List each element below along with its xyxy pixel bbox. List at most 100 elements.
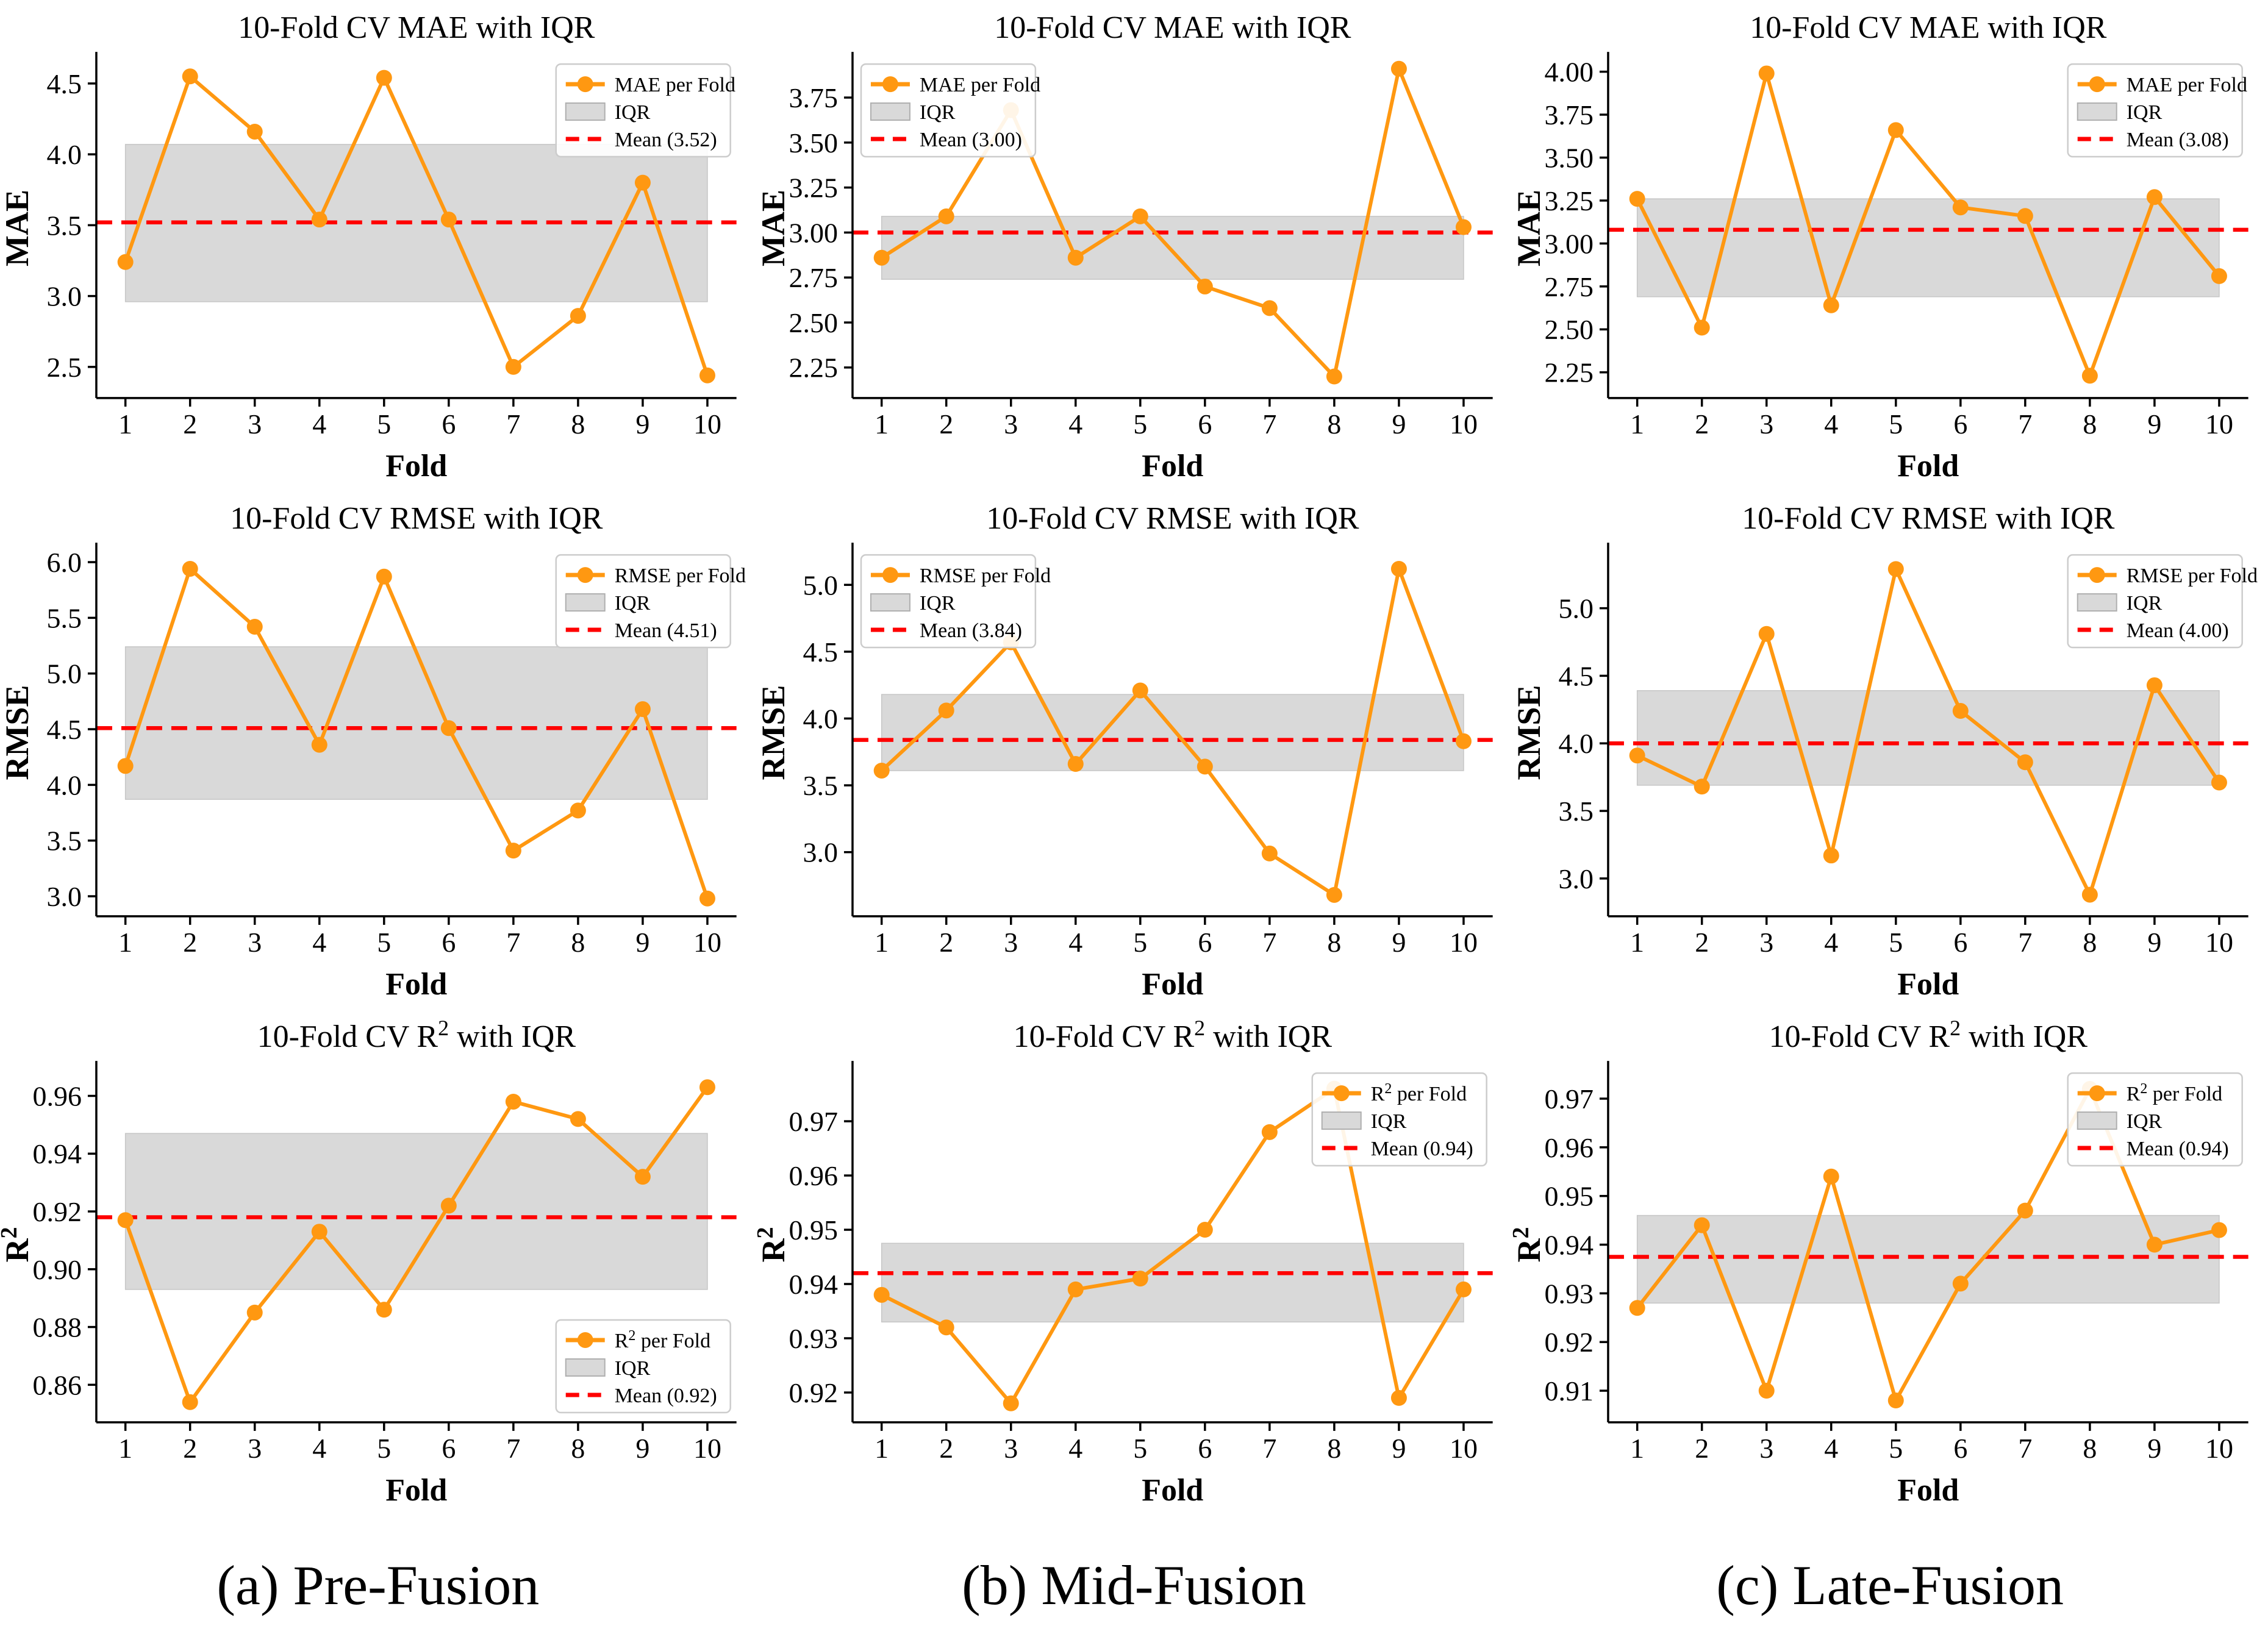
x-tick-label: 5 [1889, 927, 1903, 958]
data-point-fold-7 [1261, 845, 1278, 861]
legend-label: IQR [2127, 592, 2162, 615]
data-point-fold-9 [634, 174, 651, 191]
y-axis-label: R2 [1512, 1227, 1547, 1263]
x-tick-label: 6 [1954, 408, 1968, 440]
chart-pre-fusion-r2: 1 2 3 4 5 6 7 8 9 10 0.86 0.88 0.90 0.92 0.94 0.96 10-Fo… [0, 1009, 756, 1515]
x-tick-label: 7 [506, 1433, 520, 1464]
x-tick-label: 5 [1889, 1433, 1903, 1464]
legend-label: MAE per Fold [920, 74, 1040, 96]
y-axis-label: MAE [1512, 190, 1547, 266]
data-point-fold-4 [1823, 297, 1840, 313]
legend-label: IQR [615, 592, 651, 615]
y-tick-label: 4.0 [46, 769, 81, 801]
x-tick-label: 4 [312, 927, 326, 958]
legend-series-marker [882, 76, 898, 93]
caption-late-fusion: (c) Late-Fusion [1716, 1554, 2064, 1616]
x-tick-label: 8 [1327, 1433, 1341, 1464]
y-tick-label: 0.95 [1545, 1181, 1594, 1212]
x-tick-label: 10 [693, 408, 721, 440]
legend-label: RMSE per Fold [615, 565, 746, 587]
caption-pre-fusion: (a) Pre-Fusion [216, 1554, 540, 1616]
chart-svg-late-fusion-r2: 1 2 3 4 5 6 7 8 9 10 0.91 0.92 0.93 0.94 0.95 0.96 0.97 1… [1512, 1016, 2248, 1508]
data-point-fold-4 [311, 736, 327, 753]
chart-svg-pre-fusion-mae: 1 2 3 4 5 6 7 8 9 10 2.5 3.0 3.5 4.0 4.5 10-Fold CV MAE… [0, 10, 737, 483]
data-point-fold-1 [117, 758, 134, 774]
caption-mid-fusion: (b) Mid-Fusion [962, 1554, 1306, 1616]
y-tick-label: 3.50 [1545, 142, 1594, 173]
x-tick-label: 7 [1262, 1433, 1276, 1464]
y-axis-label: RMSE [1512, 685, 1547, 780]
data-point-fold-9 [2147, 1236, 2163, 1253]
data-point-fold-8 [570, 308, 586, 324]
x-tick-label: 10 [2205, 1433, 2233, 1464]
y-tick-label: 5.0 [46, 658, 81, 690]
x-tick-label: 8 [571, 927, 585, 958]
legend-label: Mean (3.08) [2127, 129, 2229, 151]
legend-iqr-patch [2077, 593, 2118, 612]
chart-title: 10-Fold CV MAE with IQR [1750, 10, 2108, 45]
x-tick-label: 8 [1327, 927, 1341, 958]
x-tick-label: 6 [442, 1433, 456, 1464]
data-point-fold-4 [1067, 1281, 1084, 1297]
x-tick-label: 7 [2019, 408, 2033, 440]
legend: MAE per Fold IQR Mean (3.08) [2067, 63, 2247, 158]
iqr-band [881, 216, 1464, 280]
data-point-fold-6 [440, 212, 457, 228]
data-point-fold-9 [634, 1169, 651, 1185]
x-tick-label: 10 [693, 1433, 721, 1464]
data-point-fold-4 [1823, 847, 1840, 864]
x-tick-label: 1 [875, 1433, 889, 1464]
chart-mid-fusion-mae: 1 2 3 4 5 6 7 8 9 10 2.25 2.50 2.75 3.00 3.25 3.50 3.75 1… [756, 0, 1512, 491]
y-axis-label: R2 [0, 1227, 35, 1263]
data-point-fold-2 [182, 68, 198, 85]
data-point-fold-3 [1759, 626, 1775, 642]
series-line [880, 1086, 1465, 1405]
data-point-fold-7 [505, 1093, 521, 1110]
legend-label: Mean (4.00) [2127, 619, 2229, 642]
y-tick-label: 3.5 [46, 210, 81, 241]
legend-iqr-patch [2077, 1111, 2118, 1130]
legend-box [2067, 554, 2244, 649]
legend-label: IQR [615, 101, 651, 124]
legend-iqr-patch [870, 593, 910, 612]
data-point-fold-1 [1629, 747, 1645, 764]
x-tick-label: 9 [635, 408, 649, 440]
x-axis-label: Fold [1142, 449, 1203, 483]
data-point-fold-6 [1197, 1222, 1213, 1238]
data-point-fold-4 [311, 212, 327, 228]
x-tick-label: 2 [183, 408, 197, 440]
x-tick-label: 5 [377, 1433, 391, 1464]
data-point-fold-10 [699, 367, 715, 383]
data-point-fold-7 [505, 843, 521, 859]
y-tick-label: 2.25 [1545, 357, 1594, 388]
legend-series-marker [1333, 1085, 1350, 1102]
y-axis-label: RMSE [756, 685, 792, 780]
y-tick-label: 0.92 [1545, 1327, 1594, 1358]
data-point-fold-10 [699, 1079, 715, 1096]
y-tick-label: 2.75 [1545, 271, 1594, 302]
chart-svg-mid-fusion-rmse: 1 2 3 4 5 6 7 8 9 10 3.0 3.5 4.0 4.5 5.0 10-Fold CV RMS… [756, 501, 1493, 1002]
data-point-fold-6 [1197, 278, 1213, 294]
legend-label: RMSE per Fold [2127, 565, 2258, 587]
x-tick-label: 2 [939, 1433, 953, 1464]
data-point-fold-1 [1629, 1300, 1645, 1316]
legend-iqr-patch [870, 102, 910, 121]
y-tick-label: 4.5 [1559, 660, 1594, 691]
series-line [880, 566, 1465, 897]
legend-label: Mean (0.92) [615, 1385, 717, 1407]
x-tick-label: 2 [939, 408, 953, 440]
data-point-fold-9 [634, 701, 651, 718]
legend-label: R2 per Fold [615, 1328, 710, 1352]
x-tick-label: 1 [118, 1433, 132, 1464]
x-tick-label: 3 [1004, 927, 1018, 958]
data-point-fold-7 [2017, 1202, 2034, 1219]
data-point-fold-7 [1261, 1124, 1278, 1140]
legend-iqr-patch [1321, 1111, 1362, 1130]
x-tick-label: 4 [1068, 408, 1082, 440]
data-point-fold-9 [1390, 560, 1407, 577]
y-tick-label: 0.93 [1545, 1278, 1594, 1309]
x-tick-label: 9 [635, 1433, 649, 1464]
y-tick-label: 4.5 [803, 637, 837, 668]
data-point-fold-3 [1003, 1395, 1019, 1411]
data-point-fold-6 [440, 1197, 457, 1214]
